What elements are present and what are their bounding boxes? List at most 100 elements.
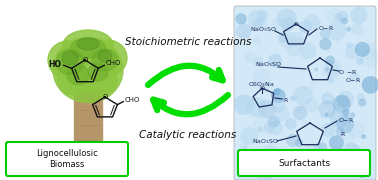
Circle shape [350,112,355,117]
Circle shape [328,78,334,84]
Circle shape [336,127,344,136]
Circle shape [320,38,331,50]
Ellipse shape [63,30,113,60]
Circle shape [308,81,316,88]
Circle shape [335,152,339,157]
Circle shape [321,93,334,105]
Circle shape [270,17,287,33]
Circle shape [331,99,338,106]
Ellipse shape [92,49,118,71]
Circle shape [279,32,296,48]
FancyArrowPatch shape [153,95,228,114]
Circle shape [362,76,378,93]
Circle shape [336,95,349,107]
Circle shape [327,21,346,40]
Ellipse shape [71,38,105,58]
Circle shape [234,95,254,115]
Circle shape [358,99,366,106]
Circle shape [289,32,304,47]
Ellipse shape [67,65,89,85]
Circle shape [304,14,320,30]
Circle shape [355,42,370,57]
Circle shape [299,21,312,33]
Circle shape [313,153,328,168]
Circle shape [352,24,363,35]
Ellipse shape [88,63,108,81]
Text: O$-$R: O$-$R [338,116,354,124]
Circle shape [344,143,359,158]
Circle shape [333,95,350,113]
Circle shape [302,120,307,124]
Circle shape [236,14,246,24]
Ellipse shape [53,37,123,102]
Circle shape [305,99,318,112]
Circle shape [347,27,351,31]
Circle shape [268,54,282,67]
Circle shape [281,17,294,31]
Circle shape [262,145,278,161]
Circle shape [356,58,363,65]
Circle shape [326,49,329,52]
Text: O$-$R: O$-$R [345,76,361,84]
Circle shape [341,18,348,24]
Circle shape [299,105,305,111]
Circle shape [258,100,276,118]
Ellipse shape [48,41,88,79]
Circle shape [254,37,261,44]
Circle shape [268,116,279,127]
Text: O: O [260,86,265,91]
Circle shape [291,95,297,101]
Ellipse shape [82,65,118,95]
Text: O: O [293,21,299,26]
Circle shape [337,116,354,133]
Ellipse shape [98,50,112,62]
Circle shape [322,60,341,79]
Circle shape [253,17,263,27]
Circle shape [305,143,324,162]
Circle shape [346,42,352,48]
Circle shape [269,121,283,135]
Text: Lignocellulosic
Biomass: Lignocellulosic Biomass [36,149,98,169]
Text: OSO$_3$Na: OSO$_3$Na [248,81,275,89]
Circle shape [244,146,247,149]
Circle shape [296,110,300,113]
Circle shape [325,113,328,117]
Circle shape [263,87,268,92]
Text: O: O [102,94,108,100]
FancyBboxPatch shape [234,6,376,180]
Circle shape [321,123,335,137]
Circle shape [298,149,304,154]
Circle shape [300,42,316,59]
Circle shape [260,150,271,161]
Circle shape [258,149,269,160]
Circle shape [325,63,339,77]
Circle shape [290,96,294,100]
Circle shape [253,69,271,87]
Text: $-$R: $-$R [346,68,357,76]
Circle shape [245,52,255,63]
Text: O: O [339,69,344,75]
Ellipse shape [89,40,127,76]
Circle shape [361,49,378,68]
Ellipse shape [62,51,78,65]
FancyBboxPatch shape [6,142,128,176]
Circle shape [257,10,268,20]
Circle shape [329,136,344,150]
Circle shape [361,154,365,158]
Circle shape [255,18,267,30]
Circle shape [241,143,247,149]
Circle shape [248,11,265,27]
Circle shape [314,142,327,154]
Text: O$-$R: O$-$R [318,24,334,32]
Circle shape [246,36,249,39]
Ellipse shape [56,50,84,75]
FancyArrowPatch shape [148,66,223,85]
Circle shape [277,9,297,29]
Circle shape [337,128,354,145]
Circle shape [356,166,368,178]
Circle shape [258,127,263,132]
Circle shape [303,87,307,91]
Text: O: O [82,57,88,63]
Circle shape [319,101,335,118]
Text: CHO: CHO [124,97,140,103]
